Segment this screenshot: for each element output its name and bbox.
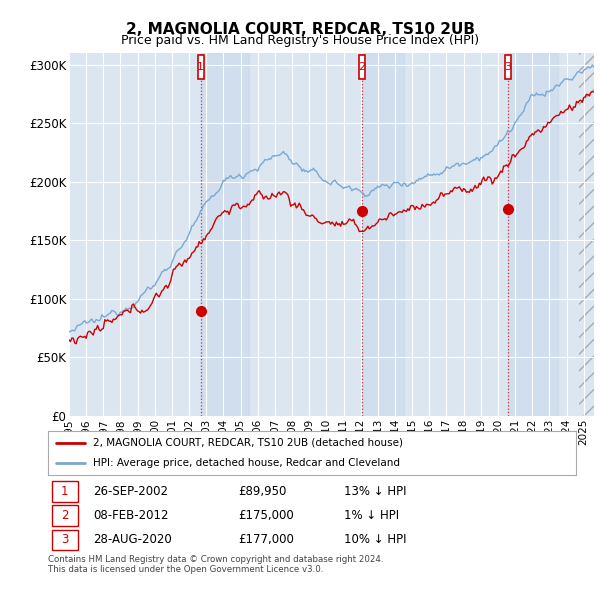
- Text: 10% ↓ HPI: 10% ↓ HPI: [344, 533, 406, 546]
- FancyBboxPatch shape: [52, 481, 77, 502]
- Text: 3: 3: [505, 62, 511, 72]
- Text: 2, MAGNOLIA COURT, REDCAR, TS10 2UB (detached house): 2, MAGNOLIA COURT, REDCAR, TS10 2UB (det…: [93, 438, 403, 448]
- Text: £177,000: £177,000: [238, 533, 294, 546]
- Bar: [578, 53, 594, 416]
- Bar: [508, 53, 558, 416]
- Text: 28-AUG-2020: 28-AUG-2020: [93, 533, 172, 546]
- Text: £89,950: £89,950: [238, 484, 286, 498]
- Text: 2, MAGNOLIA COURT, REDCAR, TS10 2UB: 2, MAGNOLIA COURT, REDCAR, TS10 2UB: [125, 22, 475, 37]
- Text: £175,000: £175,000: [238, 509, 294, 522]
- FancyBboxPatch shape: [52, 530, 77, 550]
- FancyBboxPatch shape: [359, 55, 365, 79]
- Text: 2: 2: [61, 509, 68, 522]
- Text: Price paid vs. HM Land Registry's House Price Index (HPI): Price paid vs. HM Land Registry's House …: [121, 34, 479, 47]
- FancyBboxPatch shape: [505, 55, 511, 79]
- Text: 3: 3: [61, 533, 68, 546]
- Text: 1: 1: [61, 484, 68, 498]
- FancyBboxPatch shape: [52, 505, 77, 526]
- Text: 08-FEB-2012: 08-FEB-2012: [93, 509, 169, 522]
- Bar: [578, 53, 594, 416]
- Bar: [200, 53, 249, 416]
- FancyBboxPatch shape: [197, 55, 203, 79]
- Text: 2: 2: [359, 62, 365, 72]
- Text: 1% ↓ HPI: 1% ↓ HPI: [344, 509, 399, 522]
- Text: This data is licensed under the Open Government Licence v3.0.: This data is licensed under the Open Gov…: [48, 565, 323, 573]
- Bar: [362, 53, 404, 416]
- Text: 13% ↓ HPI: 13% ↓ HPI: [344, 484, 406, 498]
- Text: HPI: Average price, detached house, Redcar and Cleveland: HPI: Average price, detached house, Redc…: [93, 458, 400, 468]
- Text: 1: 1: [197, 62, 204, 72]
- Text: 26-SEP-2002: 26-SEP-2002: [93, 484, 168, 498]
- Text: Contains HM Land Registry data © Crown copyright and database right 2024.: Contains HM Land Registry data © Crown c…: [48, 555, 383, 563]
